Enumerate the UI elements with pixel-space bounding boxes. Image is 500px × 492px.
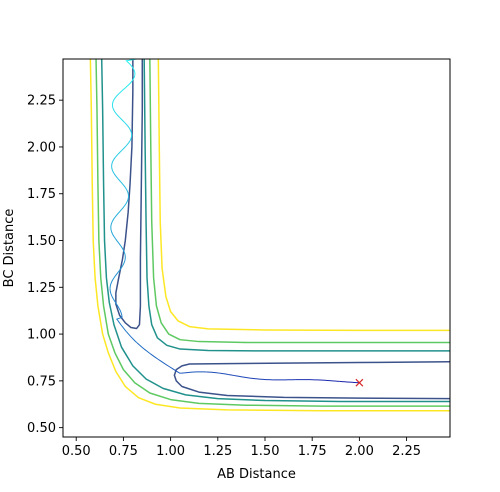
plot-area	[89, 59, 450, 412]
x-axis-label: AB Distance	[217, 467, 296, 482]
trajectory-segment	[120, 75, 136, 93]
trajectory-segment	[317, 379, 340, 382]
end-point-marker	[355, 378, 364, 387]
contour-group	[89, 59, 450, 412]
axes-frame	[62, 58, 451, 438]
y-tick-label: 0.75	[27, 374, 56, 389]
contour-line-7	[149, 59, 450, 344]
tick-layer: 0.50 0.75 1.00 1.25 1.50 1.75 2.00 2.25 0.50 0.75…	[27, 94, 421, 459]
contour-line-6	[143, 59, 450, 352]
trajectory-segment	[165, 364, 185, 374]
trajectory-segment	[126, 124, 133, 142]
contour-line-5	[173, 361, 450, 400]
contour-line-3	[100, 59, 450, 403]
trajectory-segment	[111, 206, 125, 223]
trajectory-segment	[206, 371, 229, 376]
x-tick-label: 1.00	[156, 444, 185, 459]
x-tick-label: 1.25	[203, 444, 232, 459]
x-tick-label: 2.00	[345, 444, 374, 459]
trajectory-segment	[123, 189, 129, 207]
y-tick-label: 0.50	[27, 421, 56, 436]
trajectory-segment	[111, 156, 116, 174]
trajectory-segment	[111, 91, 122, 109]
x-tick-label: 1.75	[298, 444, 327, 459]
x-tick-label: 2.25	[392, 444, 421, 459]
y-tick-label: 1.50	[27, 234, 56, 249]
trajectory-segment	[112, 107, 127, 125]
trajectory-segment	[109, 288, 118, 305]
trajectory-segment	[228, 374, 252, 379]
trajectory-segment	[125, 331, 137, 343]
contour-line-8	[157, 59, 450, 332]
contour-line-4	[115, 59, 144, 330]
trajectory-segment	[125, 59, 137, 76]
trajectory-segment	[109, 271, 119, 289]
contour-line-2	[95, 59, 450, 407]
trajectory-segment	[118, 255, 126, 273]
x-tick-label: 0.50	[62, 444, 91, 459]
trajectory-segment	[113, 173, 128, 191]
contour-line-1	[89, 59, 450, 412]
trajectory-segment	[136, 342, 151, 354]
y-tick-label: 1.25	[27, 281, 56, 296]
y-tick-label: 2.25	[27, 94, 56, 109]
y-tick-label: 1.00	[27, 328, 56, 343]
x-tick-label: 0.75	[109, 444, 138, 459]
y-tick-label: 2.00	[27, 140, 56, 155]
trajectory-segment	[149, 353, 167, 365]
y-axis-label: BC Distance	[2, 209, 17, 288]
y-tick-label: 1.75	[27, 187, 56, 202]
trajectory-segment	[110, 222, 117, 240]
x-tick-label: 1.50	[251, 444, 280, 459]
trajectory-segment	[250, 377, 274, 381]
trajectory-segment	[115, 140, 131, 158]
trajectory-segment	[115, 238, 126, 256]
trajectory-segment	[184, 371, 207, 374]
trajectory-segment	[339, 380, 360, 384]
trajectory-segment	[117, 320, 127, 332]
trajectory-segment	[115, 304, 123, 321]
